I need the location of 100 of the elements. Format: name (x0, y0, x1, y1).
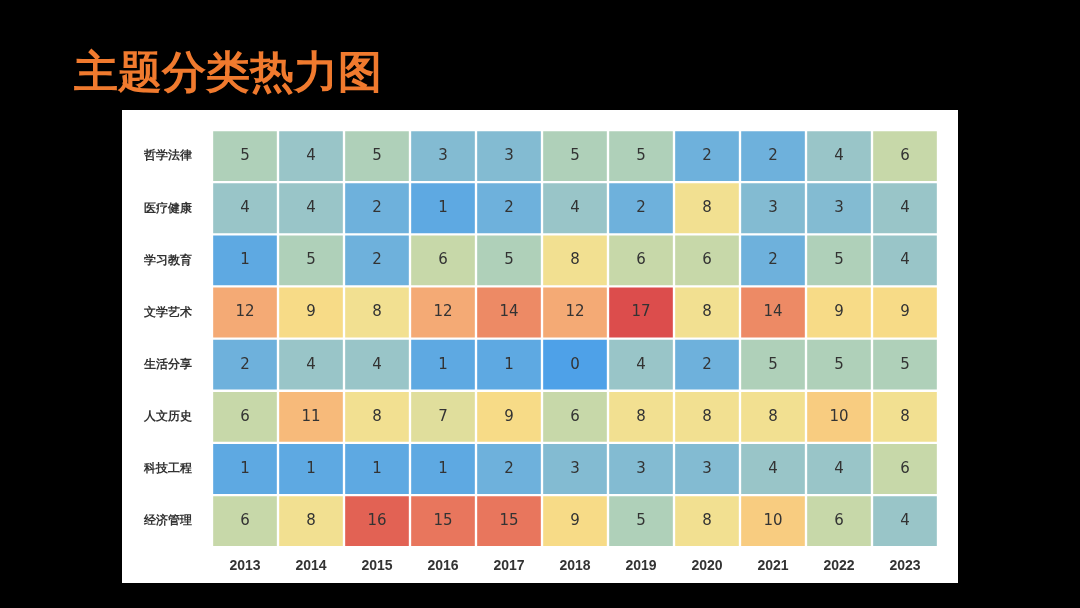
data-label: 2 (636, 198, 646, 217)
x-tick-label: 2014 (295, 557, 327, 574)
data-label: 17 (631, 302, 651, 321)
data-label: 9 (570, 511, 580, 530)
data-label: 5 (768, 354, 778, 373)
data-label: 4 (768, 458, 778, 477)
data-label: 5 (636, 511, 646, 530)
x-tick-label: 2019 (625, 557, 657, 574)
data-label: 5 (570, 145, 580, 164)
data-label: 3 (438, 145, 448, 164)
data-label: 2 (504, 198, 514, 217)
data-label: 1 (240, 250, 250, 269)
data-label: 3 (834, 198, 844, 217)
x-tick-label: 2020 (691, 557, 723, 574)
data-label: 1 (504, 354, 514, 373)
data-label: 6 (240, 511, 250, 530)
data-label: 5 (636, 145, 646, 164)
data-label: 6 (702, 250, 712, 269)
data-label: 15 (433, 511, 453, 530)
data-label: 8 (372, 302, 382, 321)
data-label: 9 (306, 302, 316, 321)
data-label: 16 (367, 511, 387, 530)
data-label: 6 (240, 406, 250, 425)
data-label: 6 (570, 406, 580, 425)
data-label: 3 (702, 458, 712, 477)
data-label: 8 (768, 406, 778, 425)
y-tick-label: 人文历史 (143, 409, 192, 424)
data-label: 1 (438, 198, 448, 217)
data-label: 1 (240, 458, 250, 477)
data-label: 1 (372, 458, 382, 477)
data-label: 5 (834, 354, 844, 373)
x-tick-label: 2015 (361, 557, 393, 574)
x-tick-label: 2013 (229, 557, 261, 574)
data-label: 12 (565, 302, 585, 321)
data-label: 2 (372, 250, 382, 269)
data-label: 8 (702, 406, 712, 425)
data-label: 4 (900, 511, 910, 530)
data-label: 10 (829, 406, 849, 425)
data-label: 8 (702, 302, 712, 321)
data-label: 8 (372, 406, 382, 425)
data-label: 4 (240, 198, 250, 217)
x-tick-label: 2018 (559, 557, 591, 574)
data-label: 1 (306, 458, 316, 477)
x-tick-label: 2023 (889, 557, 921, 574)
data-label: 2 (768, 250, 778, 269)
data-label: 9 (834, 302, 844, 321)
data-label: 5 (240, 145, 250, 164)
data-label: 3 (768, 198, 778, 217)
data-label: 4 (306, 198, 316, 217)
x-tick-label: 2022 (823, 557, 855, 574)
data-label: 6 (900, 145, 910, 164)
data-label: 6 (438, 250, 448, 269)
data-label: 10 (763, 511, 783, 530)
data-label: 1 (438, 354, 448, 373)
x-tick-label: 2017 (493, 557, 525, 574)
data-label: 14 (763, 302, 783, 321)
data-label: 8 (306, 511, 316, 530)
data-label: 12 (235, 302, 255, 321)
data-label: 5 (306, 250, 316, 269)
data-label: 4 (306, 354, 316, 373)
y-tick-label: 医疗健康 (144, 200, 193, 215)
data-label: 6 (900, 458, 910, 477)
data-label: 4 (834, 145, 844, 164)
data-label: 5 (372, 145, 382, 164)
data-label: 9 (504, 406, 514, 425)
y-tick-label: 科技工程 (143, 461, 192, 476)
data-label: 4 (900, 250, 910, 269)
data-label: 4 (636, 354, 646, 373)
data-label: 5 (834, 250, 844, 269)
data-label: 1 (438, 458, 448, 477)
data-label: 4 (900, 198, 910, 217)
data-label: 2 (240, 354, 250, 373)
data-label: 4 (570, 198, 580, 217)
chart-title: 主题分类热力图 (74, 45, 382, 99)
y-tick-label: 文学艺术 (143, 304, 192, 319)
data-label: 5 (900, 354, 910, 373)
data-label: 15 (499, 511, 519, 530)
x-tick-label: 2016 (427, 557, 459, 574)
y-tick-label: 学习教育 (144, 252, 192, 267)
y-tick-label: 经济管理 (143, 513, 192, 528)
data-label: 2 (702, 354, 712, 373)
data-label: 11 (301, 406, 321, 425)
data-label: 2 (768, 145, 778, 164)
data-label: 8 (570, 250, 580, 269)
data-label: 2 (372, 198, 382, 217)
data-label: 2 (702, 145, 712, 164)
data-label: 9 (900, 302, 910, 321)
data-label: 12 (433, 302, 453, 321)
x-tick-label: 2021 (757, 557, 789, 574)
data-label: 8 (702, 511, 712, 530)
data-label: 2 (504, 458, 514, 477)
data-label: 6 (834, 511, 844, 530)
data-label: 0 (570, 354, 580, 373)
data-label: 3 (504, 145, 514, 164)
data-label: 14 (499, 302, 519, 321)
data-label: 4 (834, 458, 844, 477)
data-label: 4 (306, 145, 316, 164)
data-label: 8 (900, 406, 910, 425)
data-label: 4 (372, 354, 382, 373)
data-label: 8 (636, 406, 646, 425)
